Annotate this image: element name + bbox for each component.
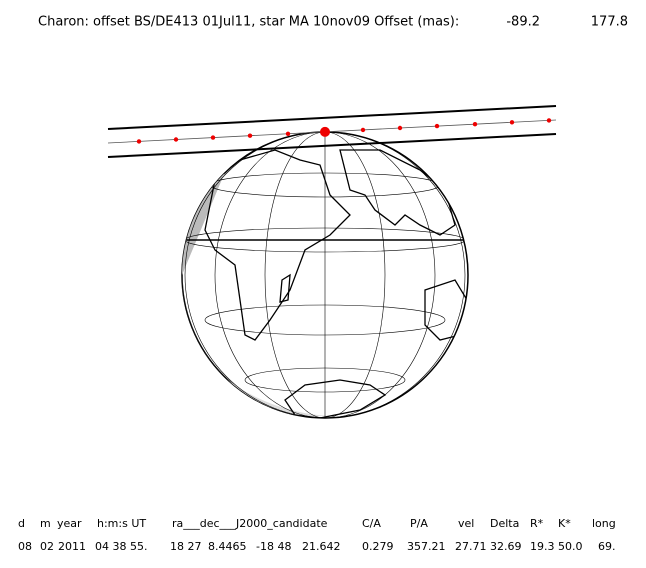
column-header: Delta [490, 517, 519, 530]
event-table: d m year h:m:s UT ra___dec___J2000_candidate… [18, 517, 616, 553]
cell: -18 48 [256, 540, 291, 553]
column-header: K* [558, 517, 571, 530]
offset-x: -89.2 [506, 15, 540, 30]
column-header: ra___dec___J2000_candidate [172, 517, 328, 530]
cell: 32.69 [490, 540, 522, 553]
path-centerline [107, 119, 557, 144]
column-header: P/A [410, 517, 428, 530]
cell: 21.642 [302, 540, 341, 553]
column-header: R* [530, 517, 544, 530]
column-header: long [592, 517, 616, 530]
cell: 2011 [58, 540, 86, 553]
column-header: C/A [362, 517, 381, 530]
time-markers [136, 118, 552, 144]
column-header: d [18, 517, 25, 530]
cell: 04 38 55. [95, 540, 147, 553]
cell: 19.3 [530, 540, 555, 553]
cell: 69. [598, 540, 616, 553]
graticule [184, 132, 466, 418]
cell: 27.71 [455, 540, 487, 553]
column-header: vel [458, 517, 474, 530]
offset-y: 177.8 [591, 15, 628, 30]
cell: 357.21 [407, 540, 446, 553]
path-north-limit [107, 105, 557, 130]
path-south-limit [107, 133, 557, 158]
column-header: h:m:s UT [97, 517, 146, 530]
shadow-path [107, 105, 557, 158]
cell: 8.4465 [208, 540, 247, 553]
column-header: year [57, 517, 82, 530]
cell: 02 [40, 540, 54, 553]
cell: 08 [18, 540, 32, 553]
column-header: m [40, 517, 51, 530]
globe [181, 131, 469, 419]
cell: 50.0 [558, 540, 583, 553]
title: Charon: offset BS/DE413 01Jul11, star MA… [38, 15, 459, 30]
cell: 18 27 [170, 540, 202, 553]
cell: 0.279 [362, 540, 394, 553]
